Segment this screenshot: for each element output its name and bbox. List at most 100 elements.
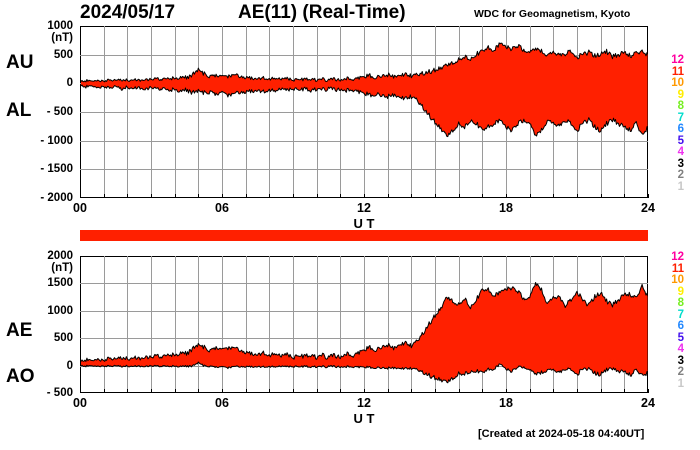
legend-item-12: 12 [671,251,684,263]
x-axis-tick [340,194,341,198]
legend-item-6: 6 [677,123,684,135]
gridline-horizontal [80,55,648,56]
legend-item-5: 5 [677,331,684,344]
x-axis-tick-label: 00 [73,201,87,215]
y-axis-tick-label: 1000 [47,304,73,317]
x-axis-tick [506,194,507,198]
legend-item-8: 8 [677,297,684,309]
x-axis-tick [198,389,199,393]
x-axis-tick [340,389,341,393]
y-axis-tick-label: - 2000 [40,192,73,204]
x-axis-tick-label: 06 [215,396,229,410]
x-axis-tick [577,389,578,393]
station-legend: 12 11 10 9 8 7 6 5 4 3 2 1 [658,54,684,193]
ae-ao-panel-trace [81,282,648,384]
x-axis-tick [435,194,436,198]
legend-item-12: 12 [671,54,684,66]
x-axis-tick [127,389,128,393]
legend-item-10: 10 [671,274,684,286]
legend-item-5: 5 [677,134,684,147]
x-axis-tick-label: 18 [499,396,513,410]
x-axis-tick [553,389,554,393]
x-axis-tick [411,389,412,393]
x-axis-tick [482,389,483,393]
header-date: 2024/05/17 [80,2,176,23]
gridline-vertical [151,256,152,393]
y-axis-tick-label: 500 [53,48,73,61]
gridline-vertical [127,256,128,393]
station-legend: 12 11 10 9 8 7 6 5 4 3 2 1 [658,251,684,390]
x-axis-tick [364,194,365,198]
x-axis-tick [624,194,625,198]
x-axis-tick [411,194,412,198]
legend-item-2: 2 [677,169,684,181]
x-axis-tick [530,194,531,198]
x-axis-title: U T [353,411,375,426]
x-axis-tick [506,389,507,393]
gridline-vertical [198,256,199,393]
x-axis-tick [388,194,389,198]
gridline-vertical [246,256,247,393]
x-axis-tick [293,389,294,393]
gridline-vertical [411,256,412,393]
x-axis-tick [175,194,176,198]
au-al-panel-trace [81,42,648,138]
x-axis-title: U T [353,216,375,231]
y-axis-tick-label: 1500 [47,277,73,290]
legend-item-3: 3 [677,354,684,367]
x-axis-tick [246,194,247,198]
x-axis-tick [269,194,270,198]
x-axis-tick [364,389,365,393]
y-axis-tick-label: 0 [66,77,73,90]
y-axis-unit-label: (nT) [51,32,73,44]
x-axis-tick [175,389,176,393]
x-axis-tick [317,194,318,198]
x-axis-tick [269,389,270,393]
legend-item-4: 4 [677,343,684,355]
x-axis-tick [317,389,318,393]
x-axis-tick [624,389,625,393]
x-axis-tick-label: 12 [357,201,371,215]
x-axis-tick [127,194,128,198]
legend-item-7: 7 [677,308,684,321]
legend-item-1: 1 [677,180,684,193]
gridline-horizontal [80,169,648,170]
x-axis-tick [482,194,483,198]
data-availability-bar [80,230,648,241]
x-axis-tick [648,389,649,393]
x-axis-tick-label: 00 [73,396,87,410]
legend-item-7: 7 [677,111,684,124]
y-axis-tick-label: 500 [53,332,73,345]
gridline-vertical [293,256,294,393]
gridline-vertical [388,256,389,393]
legend-item-11: 11 [671,65,684,78]
x-axis-tick [151,194,152,198]
gridline-horizontal [80,283,648,284]
y-axis-tick-label: - 500 [46,387,73,399]
x-axis-tick-label: 12 [357,396,371,410]
y-axis-tick-label: 0 [66,359,73,372]
footer-created-note: [Created at 2024-05-18 04:40UT] [478,428,645,440]
x-axis-tick [198,194,199,198]
legend-item-8: 8 [677,100,684,112]
y-axis-tick-label: - 1500 [40,163,73,176]
legend-item-4: 4 [677,146,684,158]
y-axis-unit-label: (nT) [51,262,73,274]
x-axis-tick [80,194,81,198]
x-axis-tick [222,194,223,198]
y-axis-tick-label: 2000 [47,250,73,262]
x-axis-tick [293,194,294,198]
x-axis-tick [246,389,247,393]
x-axis-tick [459,194,460,198]
gridline-vertical [222,256,223,393]
gridline-vertical [364,256,365,393]
legend-item-3: 3 [677,157,684,170]
x-axis-tick [601,194,602,198]
x-axis-tick [104,389,105,393]
header-source: WDC for Geomagnetism, Kyoto [474,8,631,20]
gridline-vertical [269,256,270,393]
series-label-ae: AE [6,320,33,341]
page-title: AE(11) (Real-Time) [238,2,406,23]
gridline-vertical [317,256,318,393]
legend-item-9: 9 [677,88,684,101]
